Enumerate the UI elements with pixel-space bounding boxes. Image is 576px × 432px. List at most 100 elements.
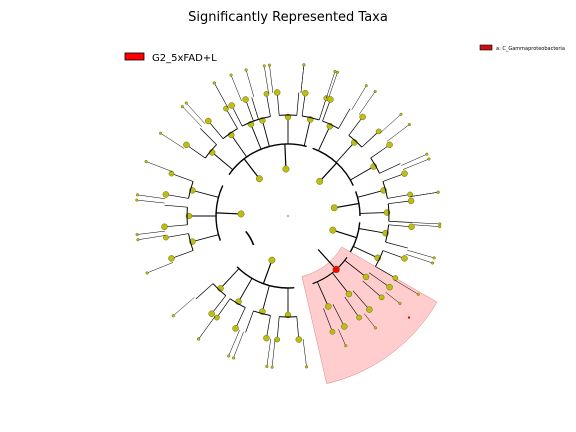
order-node [302,89,309,97]
family-node [197,337,201,341]
order-branch [276,316,280,340]
phylum-branch [312,147,354,186]
family-node [244,68,248,72]
family-branch [328,72,338,99]
family-node [265,364,269,369]
clade-highlight-wedge [301,246,438,384]
family-node [212,81,216,85]
order-branch [195,283,214,300]
family-node [302,63,306,67]
family-node [229,73,233,77]
family-node [144,159,148,164]
family-node [416,292,420,296]
order-node [168,170,175,177]
legend-left-label: G2_5xFAD+L [152,53,217,64]
order-branch [382,250,405,259]
family-node [270,365,274,369]
clade-a-order-node [378,294,385,301]
order-branch [266,93,271,117]
clade-a-highlight-node [332,265,340,274]
clade-a-class-branch [316,281,329,307]
family-node [425,152,429,156]
order-branch [186,144,206,159]
family-branch [271,339,276,368]
order-node [228,102,235,109]
family-branch [402,158,430,170]
order-branch [251,97,259,120]
order-branch [164,224,188,228]
family-node [436,190,440,194]
clade-a-order-branch [323,308,333,332]
clade-a-order-node [366,306,373,313]
family-node [427,157,431,161]
family-branch [146,161,173,172]
family-node [373,89,377,94]
order-node [161,223,168,231]
clade-a-family-node [344,344,348,348]
clade-a-order-branch [352,290,370,310]
order-node [163,234,169,241]
clade-a-class-node [325,303,332,310]
class-branch [250,124,262,150]
order-branch [216,298,231,318]
family-branch [401,153,427,166]
family-branch [302,339,307,367]
family-branch [410,191,439,197]
order-branch [387,194,411,199]
family-branch [137,194,166,199]
family-branch [266,338,271,367]
order-branch [375,266,396,279]
order-branch [266,315,271,339]
order-node [263,334,270,342]
clade-a-order-branch [332,304,345,327]
family-node [135,232,139,237]
family-node [438,225,442,229]
phylum-node [268,256,276,264]
legend-right-swatch [479,44,493,51]
class-branch [359,212,387,214]
order-branch [301,93,306,117]
family-node [158,131,163,135]
family-node [145,271,149,275]
family-node [135,198,139,202]
class-branch [318,126,331,151]
class-branch [192,189,219,198]
order-branch [382,173,405,182]
order-node [295,336,303,343]
clade-a-order-node [329,328,336,335]
clade-a-order-branch [344,296,360,318]
order-node [208,310,215,317]
clade-a-order-node [341,323,348,330]
order-node [168,255,175,262]
legend-right-label: a: C_Gammaproteobacteria [496,46,565,52]
family-branch [233,331,244,358]
order-branch [231,105,243,127]
family-branch [263,65,269,94]
order-branch [165,233,189,238]
family-node [136,238,140,242]
family-branch [245,69,255,97]
phylum-node [282,165,290,173]
class-branch [261,285,270,312]
family-node [438,222,442,226]
clade-a-family-branch [338,329,346,346]
clade-a-order-node [356,314,362,321]
family-node [231,356,236,360]
class-branch [353,246,378,259]
order-branch [348,116,363,136]
order-node [359,113,366,121]
family-node [227,354,231,358]
phylum-branch [215,185,224,241]
class-branch [238,278,253,302]
family-branch [358,91,376,115]
family-branch [326,71,336,99]
order-branch [322,99,331,122]
family-node [267,63,272,67]
order-branch [385,241,408,249]
family-branch [146,262,174,274]
family-node [431,261,435,265]
order-node [273,89,281,96]
order-branch [165,194,189,199]
order-node [223,105,229,112]
order-arc [370,157,380,174]
